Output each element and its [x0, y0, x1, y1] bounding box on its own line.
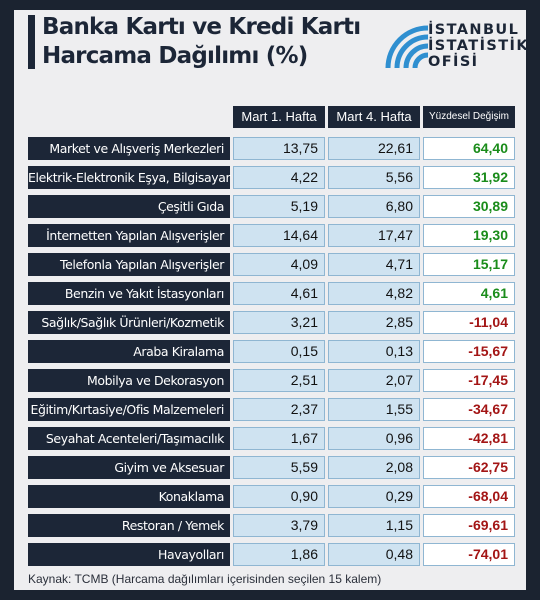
- cell-week4-value: 6,80: [328, 195, 420, 218]
- cell-week1-value: 2,51: [233, 369, 325, 392]
- cell-week1-value: 14,64: [233, 224, 325, 247]
- cell-week4-value: 0,96: [328, 427, 420, 450]
- cell-change-value: 19,30: [423, 224, 515, 247]
- cell-week1-value: 5,19: [233, 195, 325, 218]
- row-label: Mobilya ve Dekorasyon: [28, 369, 230, 392]
- title-line-1: Banka Kartı ve Kredi Kartı: [42, 14, 361, 40]
- row-label: İnternetten Yapılan Alışverişler: [28, 224, 230, 247]
- cell-change-value: -17,45: [423, 369, 515, 392]
- cell-change-value: -68,04: [423, 485, 515, 508]
- istanbul-istatistik-ofisi-logo: İSTANBUL İSTATİSTİK OFİSİ: [384, 22, 528, 84]
- cell-change-value: -11,04: [423, 311, 515, 334]
- column-header-change: Yüzdesel Değişim: [423, 106, 515, 128]
- cell-week1-value: 0,15: [233, 340, 325, 363]
- cell-change-value: -74,01: [423, 543, 515, 566]
- logo-text: İSTANBUL İSTATİSTİK OFİSİ: [428, 22, 529, 70]
- row-label: Elektrik-Elektronik Eşya, Bilgisayar: [28, 166, 231, 189]
- cell-change-value: -42,81: [423, 427, 515, 450]
- column-header-week4: Mart 4. Hafta: [328, 106, 420, 128]
- logo-line-2: İSTATİSTİK: [428, 38, 529, 54]
- row-label: Konaklama: [28, 485, 230, 508]
- row-label: Seyahat Acenteleri/Taşımacılık: [28, 427, 230, 450]
- cell-week4-value: 2,85: [328, 311, 420, 334]
- cell-week1-value: 0,90: [233, 485, 325, 508]
- cell-week4-value: 2,08: [328, 456, 420, 479]
- cell-week1-value: 3,79: [233, 514, 325, 537]
- row-label: Çeşitli Gıda: [28, 195, 230, 218]
- row-label: Restoran / Yemek: [28, 514, 230, 537]
- column-header-week1: Mart 1. Hafta: [233, 106, 325, 128]
- cell-change-value: 4,61: [423, 282, 515, 305]
- cell-change-value: -69,61: [423, 514, 515, 537]
- cell-week1-value: 4,61: [233, 282, 325, 305]
- title-accent-bar: [28, 15, 35, 69]
- cell-change-value: 64,40: [423, 137, 515, 160]
- row-label: Araba Kiralama: [28, 340, 230, 363]
- cell-week1-value: 2,37: [233, 398, 325, 421]
- cell-week4-value: 17,47: [328, 224, 420, 247]
- logo-line-1: İSTANBUL: [428, 22, 520, 38]
- row-label: Eğitim/Kırtasiye/Ofis Malzemeleri: [28, 398, 230, 421]
- cell-week1-value: 4,22: [233, 166, 325, 189]
- row-label: Havayolları: [28, 543, 230, 566]
- cell-week1-value: 4,09: [233, 253, 325, 276]
- cell-change-value: 15,17: [423, 253, 515, 276]
- row-label: Sağlık/Sağlık Ürünleri/Kozmetik: [28, 311, 230, 334]
- cell-week1-value: 1,86: [233, 543, 325, 566]
- source-note: Kaynak: TCMB (Harcama dağılımları içeris…: [28, 572, 382, 586]
- cell-week1-value: 3,21: [233, 311, 325, 334]
- cell-week4-value: 0,29: [328, 485, 420, 508]
- cell-week1-value: 5,59: [233, 456, 325, 479]
- row-label: Giyim ve Aksesuar: [28, 456, 230, 479]
- row-label: Benzin ve Yakıt İstasyonları: [28, 282, 230, 305]
- logo-arcs-icon: [385, 25, 428, 69]
- cell-week4-value: 0,48: [328, 543, 420, 566]
- cell-change-value: -15,67: [423, 340, 515, 363]
- cell-week4-value: 1,15: [328, 514, 420, 537]
- cell-week1-value: 13,75: [233, 137, 325, 160]
- cell-week1-value: 1,67: [233, 427, 325, 450]
- cell-week4-value: 22,61: [328, 137, 420, 160]
- cell-week4-value: 4,71: [328, 253, 420, 276]
- cell-change-value: -62,75: [423, 456, 515, 479]
- row-label: Market ve Alışveriş Merkezleri: [28, 137, 230, 160]
- logo-line-3: OFİSİ: [428, 54, 479, 70]
- title-line-2: Harcama Dağılımı (%): [42, 43, 308, 69]
- cell-week4-value: 0,13: [328, 340, 420, 363]
- chart-title: Banka Kartı ve Kredi Kartı Harcama Dağıl…: [42, 13, 361, 71]
- cell-change-value: -34,67: [423, 398, 515, 421]
- row-label: Telefonla Yapılan Alışverişler: [28, 253, 230, 276]
- cell-week4-value: 4,82: [328, 282, 420, 305]
- cell-change-value: 31,92: [423, 166, 515, 189]
- cell-week4-value: 1,55: [328, 398, 420, 421]
- cell-week4-value: 2,07: [328, 369, 420, 392]
- cell-change-value: 30,89: [423, 195, 515, 218]
- cell-week4-value: 5,56: [328, 166, 420, 189]
